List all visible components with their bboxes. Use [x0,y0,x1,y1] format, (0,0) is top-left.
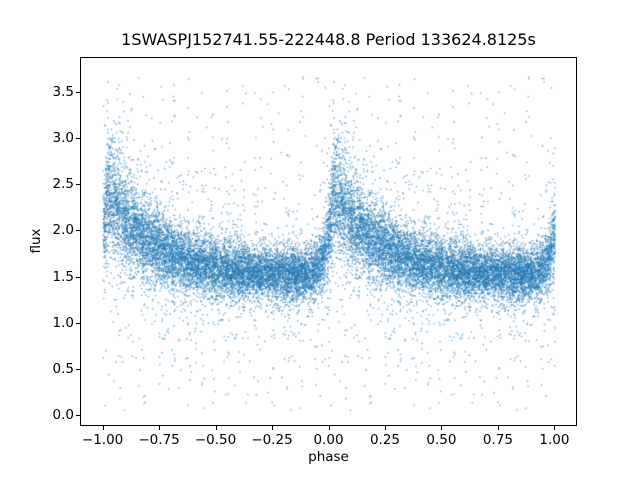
x-tick-label: −1.00 [81,432,124,448]
y-tick-label: 2.5 [52,176,74,193]
plot-area [80,57,577,426]
x-tick-label: 0.75 [482,432,513,448]
x-tick-mark [272,426,274,430]
y-tick-label: 0.5 [52,360,74,377]
x-tick-label: −0.50 [194,432,237,448]
y-tick-mark [76,414,80,416]
y-tick-mark [76,184,80,186]
y-tick-label: 0.0 [52,406,74,423]
y-tick-mark [76,138,80,140]
x-tick-label: 1.00 [539,432,570,448]
x-tick-mark [384,426,386,430]
x-tick-mark [215,426,217,430]
x-tick-mark [159,426,161,430]
y-tick-label: 3.0 [52,130,74,147]
y-tick-label: 1.5 [52,268,74,285]
y-tick-mark [76,322,80,324]
chart-title: 1SWASPJ152741.55-222448.8 Period 133624.… [121,30,536,49]
y-tick-label: 3.5 [52,84,74,101]
x-tick-mark [102,426,104,430]
y-tick-label: 2.0 [52,222,74,239]
x-tick-label: −0.25 [251,432,293,448]
x-tick-mark [441,426,443,430]
scatter-canvas [81,58,576,425]
y-tick-label: 1.0 [52,314,74,331]
x-tick-mark [497,426,499,430]
x-tick-mark [554,426,556,430]
x-tick-label: −0.75 [138,432,180,448]
y-tick-mark [76,92,80,94]
x-tick-label: 0.50 [426,432,457,448]
y-tick-mark [76,368,80,370]
x-axis-label: phase [308,449,349,465]
y-tick-mark [76,276,80,278]
x-tick-label: 0.00 [313,432,344,448]
y-tick-mark [76,230,80,232]
x-tick-label: 0.25 [369,432,400,448]
x-tick-mark [328,426,330,430]
